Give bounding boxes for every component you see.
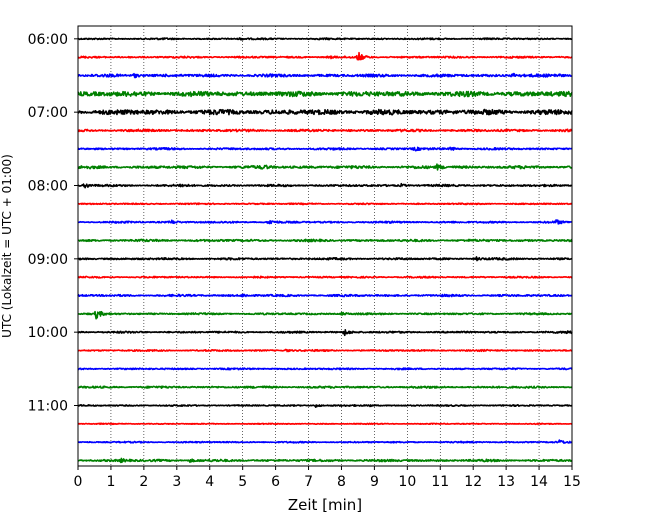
trace-1000 [77, 329, 573, 337]
x-tick-label: 12 [464, 474, 482, 490]
trace-0845 [77, 238, 573, 243]
trace-1015 [77, 348, 573, 353]
y-tick-label: 10:00 [28, 325, 68, 341]
y-tick-label: 09:00 [28, 252, 68, 268]
trace-0700 [77, 108, 573, 116]
trace-0600 [77, 37, 573, 41]
trace-0615 [77, 51, 573, 61]
trace-1030 [77, 367, 573, 371]
x-tick-label: 8 [337, 474, 346, 490]
trace-0900 [77, 256, 573, 262]
trace-1045 [77, 385, 573, 389]
trace-0930 [77, 293, 573, 298]
trace-0730 [77, 146, 573, 152]
x-tick-label: 4 [205, 474, 214, 490]
x-tick-label: 13 [497, 474, 515, 490]
x-tick-label: 14 [530, 474, 548, 490]
y-axis-ticks: 06:00 07:00 08:00 09:00 10:00 11:00 [28, 32, 78, 415]
x-tick-label: 2 [139, 474, 148, 490]
x-tick-label: 5 [238, 474, 247, 490]
y-tick-label: 07:00 [28, 105, 68, 121]
x-tick-label: 0 [74, 474, 83, 490]
seismogram-traces [77, 37, 573, 464]
x-tick-label: 1 [106, 474, 115, 490]
x-axis-label: Zeit [min] [288, 496, 362, 514]
trace-1145 [77, 457, 573, 464]
y-tick-label: 08:00 [28, 179, 68, 195]
trace-0830 [77, 219, 573, 225]
trace-0815 [77, 202, 573, 206]
trace-0630 [77, 72, 573, 79]
x-axis-ticks: 0 1 2 3 4 5 6 7 8 9 10 11 12 13 14 15 [74, 466, 581, 490]
trace-1115 [77, 422, 573, 426]
trace-0945 [77, 310, 573, 320]
x-tick-label: 9 [370, 474, 379, 490]
trace-0800 [77, 182, 573, 189]
trace-1130 [77, 439, 573, 444]
x-tick-label: 7 [304, 474, 313, 490]
y-axis-label: UTC (Lokalzeit = UTC + 01:00) [0, 154, 14, 338]
trace-0915 [77, 275, 573, 279]
y-tick-label: 11:00 [28, 399, 68, 415]
x-tick-label: 6 [271, 474, 280, 490]
trace-0745 [77, 163, 573, 171]
x-tick-label: 10 [398, 474, 416, 490]
x-tick-label: 3 [172, 474, 181, 490]
trace-0715 [77, 128, 573, 133]
x-tick-label: 11 [431, 474, 449, 490]
x-tick-label: 15 [563, 474, 581, 490]
plot-frame [77, 25, 573, 467]
grid-lines [110, 26, 540, 466]
y-tick-label: 06:00 [28, 32, 68, 48]
trace-1100 [77, 403, 573, 408]
trace-0645 [77, 90, 573, 98]
